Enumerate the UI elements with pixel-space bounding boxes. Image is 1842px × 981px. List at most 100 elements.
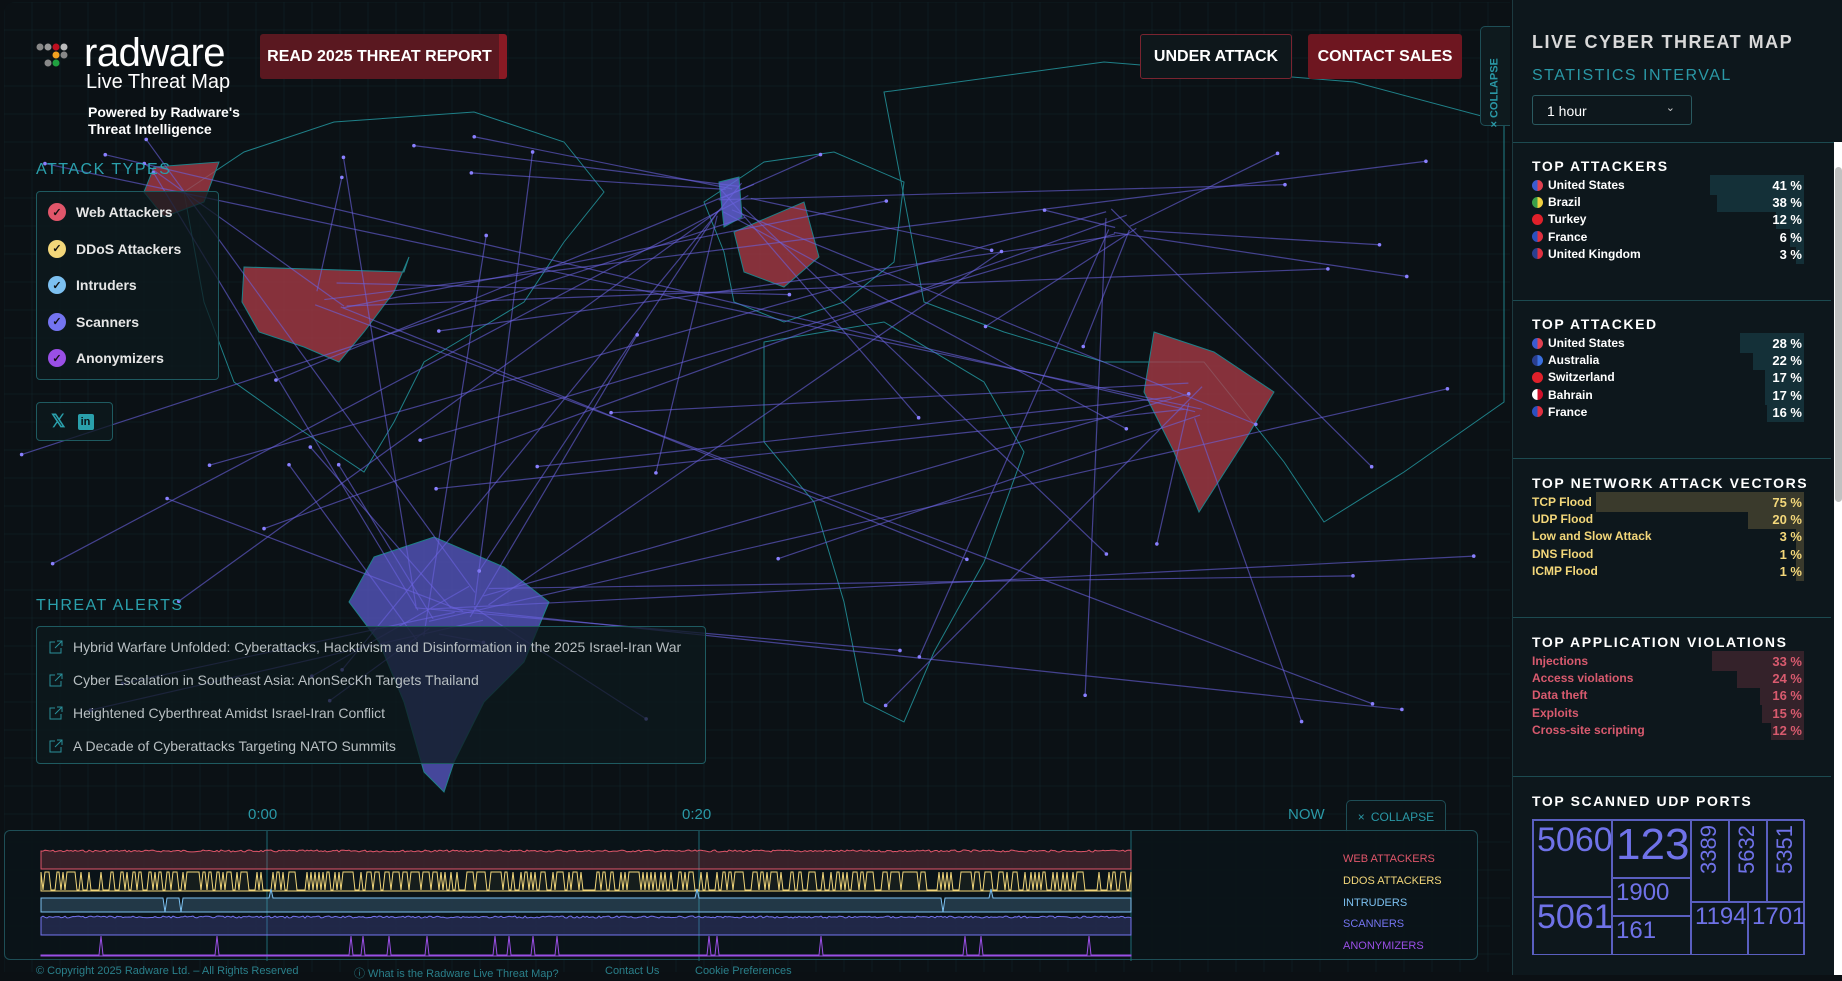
- attack-point: [274, 378, 278, 382]
- stat-row[interactable]: DNS Flood 1 %: [1532, 543, 1804, 564]
- stat-row[interactable]: France 16 %: [1532, 401, 1804, 422]
- udp-port-cell[interactable]: 3389: [1691, 820, 1729, 902]
- linkedin-icon[interactable]: in: [77, 413, 94, 430]
- footer-contact-link[interactable]: Contact Us: [605, 965, 660, 977]
- threat-alert-title: Hybrid Warfare Unfolded: Cyberattacks, H…: [73, 638, 682, 655]
- stat-bar: [1716, 192, 1804, 213]
- attack-line: [885, 386, 1203, 706]
- stat-row[interactable]: United States 41 %: [1532, 175, 1804, 195]
- read-threat-report-button[interactable]: READ 2025 THREAT REPORT: [260, 34, 507, 79]
- udp-port-cell[interactable]: 1701: [1748, 902, 1805, 955]
- timeline-series-label[interactable]: SCANNERS: [1343, 918, 1405, 930]
- attack-type-intruders[interactable]: ✓ Intruders: [37, 267, 218, 304]
- landmass-india[interactable]: [1143, 331, 1275, 514]
- threat-alert-link[interactable]: Heightened Cyberthreat Amidst Israel-Ira…: [37, 696, 705, 729]
- stat-percent: 3 %: [1779, 529, 1802, 545]
- attack-type-ddos-attackers[interactable]: ✓ DDoS Attackers: [37, 231, 218, 268]
- stat-row[interactable]: Switzerland 17 %: [1532, 367, 1804, 388]
- attack-line: [1082, 229, 1130, 347]
- udp-port-cell[interactable]: 5632: [1729, 820, 1767, 902]
- stat-row[interactable]: ICMP Flood 1 %: [1532, 560, 1804, 581]
- x-logo-icon[interactable]: 𝕏: [51, 411, 66, 431]
- udp-port-cell[interactable]: 5351: [1767, 820, 1805, 902]
- timeline-series-label[interactable]: ANONYMIZERS: [1343, 940, 1424, 952]
- stat-percent: 1 %: [1779, 563, 1802, 579]
- stat-row[interactable]: Brazil 38 %: [1532, 192, 1804, 213]
- landmass-north-america[interactable]: [183, 111, 605, 473]
- stat-row[interactable]: Data theft 16 %: [1532, 685, 1804, 706]
- stat-row[interactable]: France 6 %: [1532, 226, 1804, 247]
- stat-row[interactable]: Exploits 15 %: [1532, 702, 1804, 723]
- landmass-africa[interactable]: [763, 321, 1025, 723]
- flag-icon: [1532, 179, 1543, 191]
- attack-type-web-attackers[interactable]: ✓ Web Attackers: [37, 194, 218, 231]
- stat-row[interactable]: Access violations 24 %: [1532, 668, 1804, 689]
- threat-alert-link[interactable]: A Decade of Cyberattacks Targeting NATO …: [37, 729, 705, 762]
- timeline-series-ddos-attackers: [40, 871, 1132, 892]
- stat-row[interactable]: UDP Flood 20 %: [1532, 509, 1804, 530]
- stat-bar: [1796, 560, 1804, 581]
- under-attack-button[interactable]: UNDER ATTACK: [1140, 34, 1292, 79]
- checkmark-icon[interactable]: ✓: [48, 349, 66, 368]
- landmass-usa[interactable]: [241, 256, 410, 363]
- timeline-series-label[interactable]: INTRUDERS: [1343, 897, 1408, 909]
- contact-sales-button[interactable]: CONTACT SALES: [1308, 34, 1462, 79]
- landmass-france-germany[interactable]: [733, 201, 820, 288]
- timeline-tick-label: NOW: [1288, 806, 1325, 823]
- stat-percent: 6 %: [1779, 229, 1802, 245]
- attack-point: [19, 452, 24, 457]
- timeline-chart[interactable]: [5, 831, 1479, 961]
- udp-port-cell[interactable]: 1194: [1691, 902, 1748, 955]
- stat-row[interactable]: Injections 33 %: [1532, 651, 1804, 671]
- flag-icon: [1532, 389, 1543, 401]
- statistics-interval-select[interactable]: 1 hour ⌄: [1532, 95, 1692, 125]
- checkmark-icon[interactable]: ✓: [48, 276, 66, 295]
- checkmark-icon[interactable]: ✓: [48, 312, 66, 331]
- stat-row[interactable]: Australia 22 %: [1532, 350, 1804, 371]
- attack-type-anonymizers[interactable]: ✓ Anonymizers: [37, 340, 218, 377]
- timeline-collapse-button[interactable]: × COLLAPSE: [1346, 800, 1446, 832]
- stat-row[interactable]: United Kingdom 3 %: [1532, 243, 1804, 264]
- threat-alert-link[interactable]: Cyber Escalation in Southeast Asia: Anon…: [37, 663, 705, 696]
- udp-port-label: 5351: [1772, 825, 1797, 874]
- footer-what-is-link[interactable]: ⓘ What is the Radware Live Threat Map?: [354, 968, 559, 980]
- udp-port-cell[interactable]: 161: [1612, 916, 1691, 955]
- panel-scrollbar[interactable]: [1834, 142, 1842, 975]
- attack-line: [777, 414, 1201, 560]
- attack-line: [288, 464, 418, 641]
- landmass-asia[interactable]: [883, 61, 1505, 523]
- stat-row[interactable]: Cross-site scripting 12 %: [1532, 719, 1804, 740]
- stat-bar: [1776, 209, 1804, 230]
- stat-row[interactable]: Low and Slow Attack 3 %: [1532, 526, 1804, 547]
- attack-point: [484, 233, 489, 238]
- checkmark-icon[interactable]: ✓: [48, 239, 66, 258]
- attack-point: [884, 199, 889, 203]
- udp-port-cell[interactable]: 123: [1612, 820, 1691, 878]
- stat-row[interactable]: TCP Flood 75 %: [1532, 492, 1804, 512]
- stat-row[interactable]: Turkey 12 %: [1532, 209, 1804, 230]
- udp-port-cell[interactable]: 1900: [1612, 878, 1691, 916]
- flag-icon: [1532, 337, 1543, 349]
- threat-map[interactable]: [4, 2, 1510, 972]
- collapse-panel-tab[interactable]: × COLLAPSE: [1480, 26, 1510, 128]
- stat-row[interactable]: Bahrain 17 %: [1532, 384, 1804, 405]
- powered-by: Powered by Radware's Threat Intelligence: [88, 104, 240, 138]
- footer-cookie-link[interactable]: Cookie Preferences: [695, 965, 792, 977]
- stat-bar: [1762, 702, 1804, 723]
- attack-type-scanners[interactable]: ✓ Scanners: [37, 304, 218, 341]
- timeline-series-label[interactable]: WEB ATTACKERS: [1343, 853, 1435, 865]
- stat-row[interactable]: United States 28 %: [1532, 333, 1804, 353]
- world-map[interactable]: [4, 2, 1510, 972]
- scrollbar-thumb[interactable]: [1835, 167, 1842, 502]
- timeline-series-label[interactable]: DDOS ATTACKERS: [1343, 875, 1442, 887]
- udp-port-cell[interactable]: 5061: [1533, 897, 1612, 955]
- checkmark-icon[interactable]: ✓: [48, 203, 66, 222]
- attack-line: [742, 206, 1107, 555]
- stat-bar: [1790, 226, 1804, 247]
- udp-port-cell[interactable]: 5060: [1533, 820, 1612, 897]
- threat-alert-link[interactable]: Hybrid Warfare Unfolded: Cyberattacks, H…: [37, 630, 705, 663]
- top-attacked-title: TOP ATTACKED: [1532, 316, 1658, 332]
- attack-line: [488, 575, 1353, 590]
- stat-bar: [1796, 543, 1804, 564]
- landmass-europe[interactable]: [703, 151, 905, 323]
